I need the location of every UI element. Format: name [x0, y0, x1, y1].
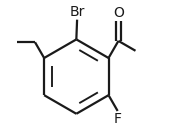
Text: Br: Br: [69, 5, 85, 19]
Text: O: O: [113, 6, 124, 20]
Text: F: F: [114, 112, 122, 126]
